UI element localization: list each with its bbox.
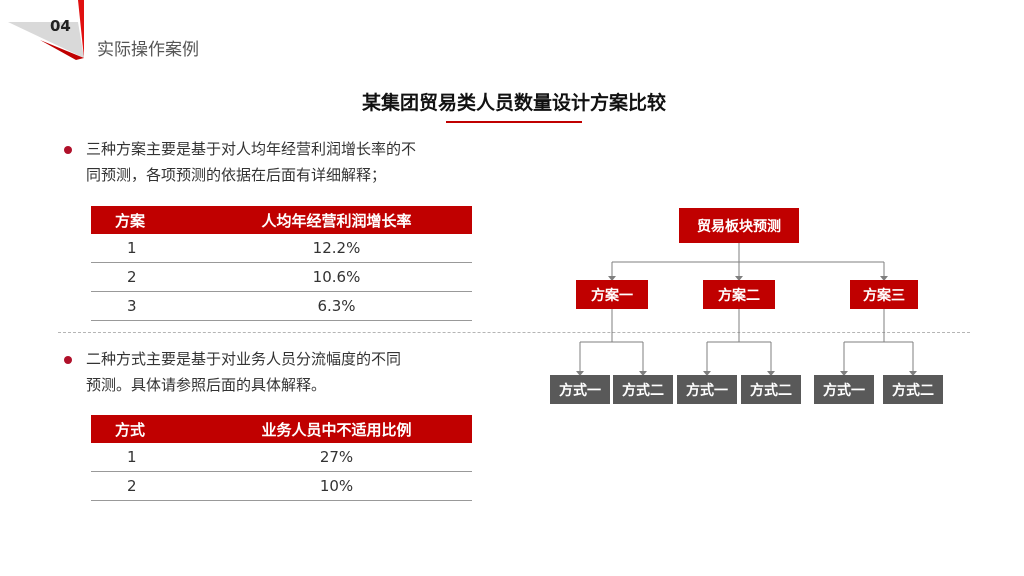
table-header-row: 方案 人均年经营利润增长率 bbox=[91, 206, 472, 234]
table-header-cell: 方式 bbox=[91, 415, 201, 443]
table-cell: 27% bbox=[201, 443, 472, 472]
org-method-node: 方式二 bbox=[883, 375, 943, 404]
corner-decoration bbox=[8, 0, 84, 60]
org-method-node: 方式二 bbox=[741, 375, 801, 404]
org-plan-node: 方案三 bbox=[850, 280, 918, 309]
plans-table: 方案 人均年经营利润增长率 1 12.2% 2 10.6% 3 6.3% bbox=[91, 206, 472, 321]
table-cell: 12.2% bbox=[201, 234, 472, 263]
org-method-node: 方式二 bbox=[613, 375, 673, 404]
table-header-cell: 方案 bbox=[91, 206, 201, 234]
title-underline bbox=[446, 121, 582, 123]
table-header-cell: 业务人员中不适用比例 bbox=[201, 415, 472, 443]
table-cell: 1 bbox=[91, 234, 201, 263]
table-cell: 6.3% bbox=[201, 291, 472, 321]
org-method-node: 方式一 bbox=[814, 375, 874, 404]
bullet-1-text: 三种方案主要是基于对人均年经营利润增长率的不 同预测，各项预测的依据在后面有详细… bbox=[86, 136, 486, 188]
bullet-2-line-1: 二种方式主要是基于对业务人员分流幅度的不同 bbox=[86, 350, 402, 368]
table-cell: 10.6% bbox=[201, 262, 472, 292]
org-method-node: 方式一 bbox=[677, 375, 737, 404]
table-cell: 2 bbox=[91, 471, 201, 501]
bullet-dot bbox=[64, 356, 72, 364]
table-cell: 1 bbox=[91, 443, 201, 472]
section-divider bbox=[58, 332, 970, 333]
section-title: 实际操作案例 bbox=[97, 40, 199, 60]
methods-table: 方式 业务人员中不适用比例 1 27% 2 10% bbox=[91, 415, 472, 501]
bullet-dot bbox=[64, 146, 72, 154]
bullet-1-line-2: 同预测，各项预测的依据在后面有详细解释； bbox=[86, 166, 387, 184]
table-cell: 3 bbox=[91, 291, 201, 321]
section-number: 04 bbox=[50, 17, 71, 35]
table-header-cell: 人均年经营利润增长率 bbox=[201, 206, 472, 234]
table-row: 2 10% bbox=[91, 471, 472, 501]
bullet-2-text: 二种方式主要是基于对业务人员分流幅度的不同 预测。具体请参照后面的具体解释。 bbox=[86, 346, 486, 398]
page-title: 某集团贸易类人员数量设计方案比较 bbox=[361, 92, 666, 114]
table-row: 3 6.3% bbox=[91, 291, 472, 321]
table-header-row: 方式 业务人员中不适用比例 bbox=[91, 415, 472, 443]
table-row: 1 27% bbox=[91, 443, 472, 472]
table-row: 1 12.2% bbox=[91, 234, 472, 263]
org-method-node: 方式一 bbox=[550, 375, 610, 404]
table-cell: 2 bbox=[91, 262, 201, 292]
bullet-1-line-1: 三种方案主要是基于对人均年经营利润增长率的不 bbox=[86, 140, 417, 158]
table-cell: 10% bbox=[201, 471, 472, 501]
org-root-node: 贸易板块预测 bbox=[679, 208, 799, 243]
bullet-2-line-2: 预测。具体请参照后面的具体解释。 bbox=[86, 376, 327, 394]
org-plan-node: 方案二 bbox=[703, 280, 775, 309]
org-plan-node: 方案一 bbox=[576, 280, 648, 309]
table-row: 2 10.6% bbox=[91, 262, 472, 292]
